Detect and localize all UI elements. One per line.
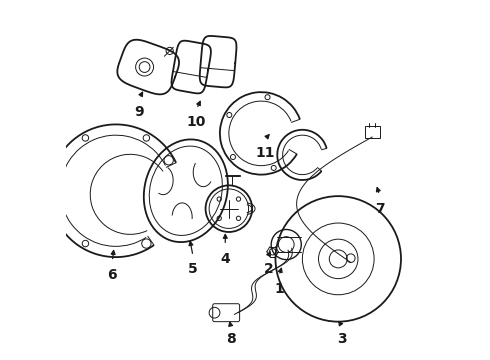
Text: 3: 3 (337, 332, 346, 346)
Text: 4: 4 (220, 252, 230, 266)
Text: 5: 5 (188, 262, 198, 276)
Text: 11: 11 (255, 146, 274, 160)
Text: 9: 9 (134, 105, 144, 119)
Text: 7: 7 (375, 202, 384, 216)
Text: 10: 10 (187, 116, 206, 130)
Text: 1: 1 (274, 282, 284, 296)
Text: 2: 2 (264, 262, 273, 276)
Text: 8: 8 (226, 332, 236, 346)
Text: 6: 6 (107, 268, 117, 282)
